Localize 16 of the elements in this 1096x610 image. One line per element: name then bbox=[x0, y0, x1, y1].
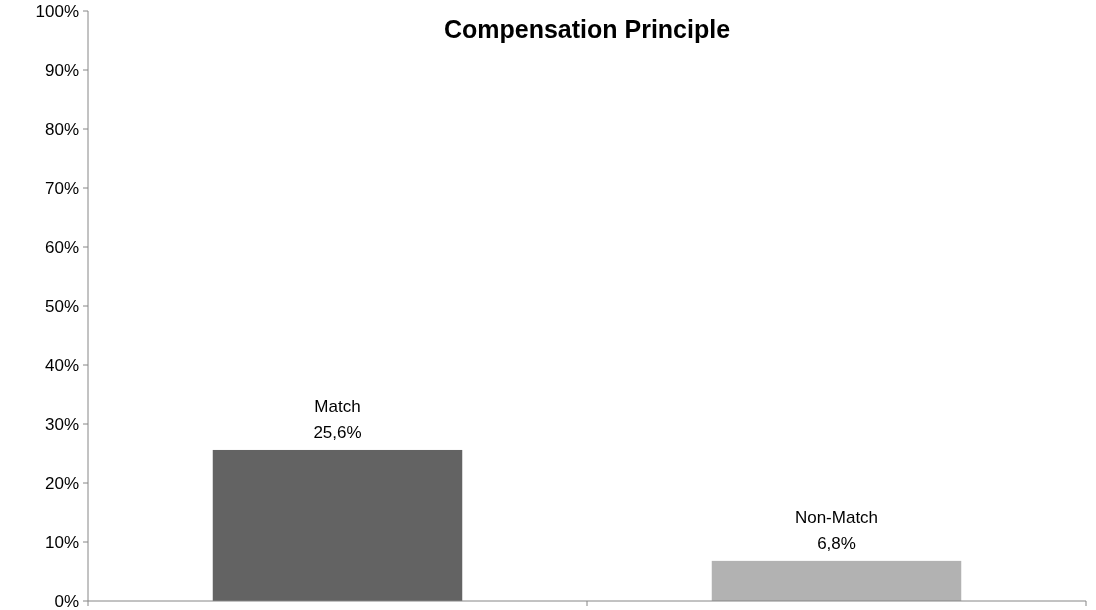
y-tick-label: 30% bbox=[44, 414, 79, 434]
chart-title: Compensation Principle bbox=[443, 15, 731, 43]
y-tick-label: 60% bbox=[44, 237, 79, 257]
y-tick-label: 20% bbox=[44, 473, 79, 493]
y-tick-label: 40% bbox=[44, 355, 79, 375]
x-tick-label: Match bbox=[314, 396, 361, 416]
y-tick-label: 10% bbox=[44, 532, 79, 552]
y-tick-label: 70% bbox=[44, 178, 79, 198]
x-tick-label: Non-Match bbox=[794, 507, 879, 527]
y-tick-label: 0% bbox=[54, 591, 79, 610]
data-label: 25,6% bbox=[313, 422, 362, 442]
y-tick-label: 50% bbox=[44, 296, 79, 316]
data-label: 6,8% bbox=[817, 533, 856, 553]
y-tick-label: 90% bbox=[44, 60, 79, 80]
y-tick-label: 100% bbox=[35, 1, 79, 21]
y-tick-label: 80% bbox=[44, 119, 79, 139]
